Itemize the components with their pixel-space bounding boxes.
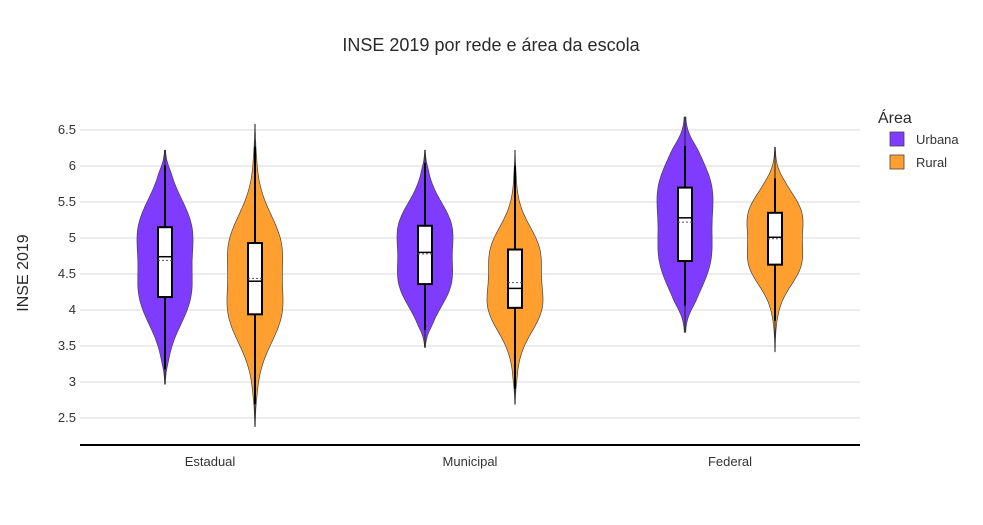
y-tick-label: 3.5: [58, 338, 76, 353]
x-category-label: Municipal: [443, 454, 498, 469]
legend-label-urbana[interactable]: Urbana: [916, 132, 959, 147]
grid-layer: [80, 129, 860, 419]
legend-title: Área: [878, 108, 912, 127]
chart-title: INSE 2019 por rede e área da escola: [342, 35, 640, 55]
y-tick-label: 4.5: [58, 266, 76, 281]
legend-items: Urbana Rural: [889, 131, 959, 170]
legend[interactable]: Área Urbana Rural: [878, 108, 959, 170]
y-tick-label: 5.5: [58, 194, 76, 209]
y-tick-label: 3: [69, 374, 76, 389]
legend-label-rural[interactable]: Rural: [916, 155, 947, 170]
box: [677, 186, 693, 263]
y-tick-label: 5: [69, 230, 76, 245]
y-axis-label: INSE 2019: [15, 234, 32, 311]
box: [507, 248, 523, 309]
legend-swatch-rural[interactable]: [889, 154, 905, 170]
y-tick-label: 2.5: [58, 410, 76, 425]
x-category-label: Federal: [708, 454, 752, 469]
y-tick-label: 6.5: [58, 122, 76, 137]
box: [767, 211, 783, 266]
x-category-label: Estadual: [185, 454, 236, 469]
violin-layer: [136, 116, 804, 427]
y-tick-labels: 2.5 3 3.5 4 4.5 5 5.5 6 6.5: [58, 122, 76, 425]
legend-swatch-urbana[interactable]: [889, 131, 905, 147]
x-category-labels: Estadual Municipal Federal: [185, 454, 752, 469]
box: [247, 242, 263, 316]
box: [157, 226, 173, 299]
y-tick-label: 4: [69, 302, 76, 317]
y-tick-label: 6: [69, 158, 76, 173]
box: [417, 224, 433, 286]
